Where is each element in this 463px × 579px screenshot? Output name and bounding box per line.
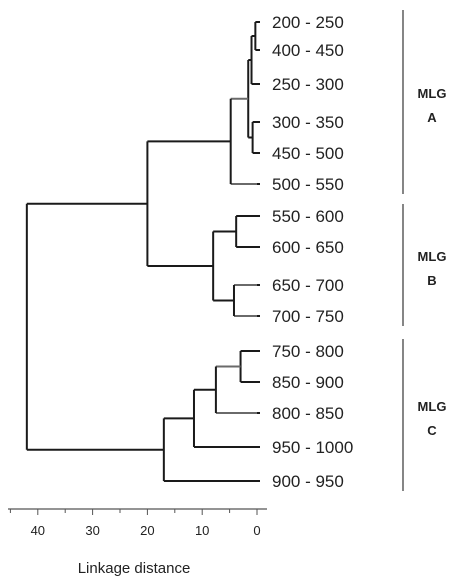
- group-label-line1: MLG: [418, 249, 447, 264]
- leaf-label: 800 - 850: [272, 404, 344, 423]
- leaf-labels: 200 - 250 400 - 450 250 - 300 300 - 350 450 …: [272, 13, 353, 491]
- leaf-label: 600 - 650: [272, 238, 344, 257]
- axis-tick-label: 10: [195, 523, 209, 538]
- axis-tick-label: 30: [85, 523, 99, 538]
- group-label-line1: MLG: [418, 86, 447, 101]
- leaf-label: 550 - 600: [272, 207, 344, 226]
- leaf-label: 450 - 500: [272, 144, 344, 163]
- group-label-line2: A: [427, 110, 437, 125]
- axis-label: Linkage distance: [78, 560, 191, 577]
- leaf-label: 700 - 750: [272, 307, 344, 326]
- group-label-line2: C: [427, 423, 437, 438]
- leaf-label: 300 - 350: [272, 113, 344, 132]
- leaf-label: 400 - 450: [272, 41, 344, 60]
- leaf-label: 650 - 700: [272, 276, 344, 295]
- group-brackets: MLG A MLG B MLG C: [402, 10, 447, 491]
- group-label-line1: MLG: [418, 399, 447, 414]
- axis-tick-label: 20: [140, 523, 154, 538]
- leaf-label: 850 - 900: [272, 373, 344, 392]
- axis-tick-label: 40: [31, 523, 45, 538]
- leaf-label: 200 - 250: [272, 13, 344, 32]
- group-label-line2: B: [427, 273, 436, 288]
- dendrogram-branches: [25, 21, 260, 482]
- axis-ticks: 40 30 20 10 0: [9, 509, 261, 538]
- distance-axis: 40 30 20 10 0 Linkage distance: [8, 508, 267, 577]
- leaf-label: 950 - 1000: [272, 438, 353, 457]
- leaf-label: 900 - 950: [272, 472, 344, 491]
- leaf-label: 250 - 300: [272, 75, 344, 94]
- leaf-label: 750 - 800: [272, 342, 344, 361]
- leaf-label: 500 - 550: [272, 175, 344, 194]
- axis-tick-label: 0: [253, 523, 260, 538]
